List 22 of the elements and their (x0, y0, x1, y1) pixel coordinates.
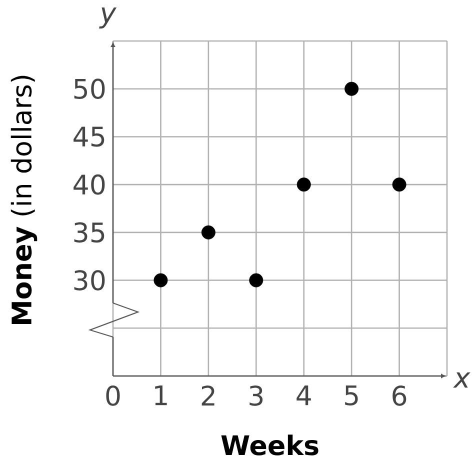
point (249, 273, 264, 288)
point (154, 273, 168, 288)
y-tick-label: 45 (74, 126, 104, 147)
x-tick-label: 3 (250, 386, 263, 406)
y-tick-label: 40 (74, 174, 105, 195)
x-tick-label: 0 (106, 386, 120, 406)
point (344, 82, 359, 96)
point (296, 178, 311, 192)
x-axis-title: Weeks (221, 434, 318, 456)
y-axis-title: Money (in dollars) (10, 76, 38, 324)
text: y (99, 7, 117, 29)
y-tick-label: 50 (74, 78, 105, 100)
x-tick-label: 6 (392, 386, 406, 406)
x-tick-label: 2 (202, 386, 214, 406)
y-tick-label: 35 (74, 222, 104, 243)
x-tick-label: 4 (296, 386, 311, 406)
text: x (453, 372, 470, 388)
x-tick-label: 1 (155, 386, 167, 406)
x-tick-label: 5 (345, 386, 358, 406)
point (201, 225, 216, 240)
point (392, 178, 406, 192)
y-tick-label: 30 (74, 270, 105, 290)
